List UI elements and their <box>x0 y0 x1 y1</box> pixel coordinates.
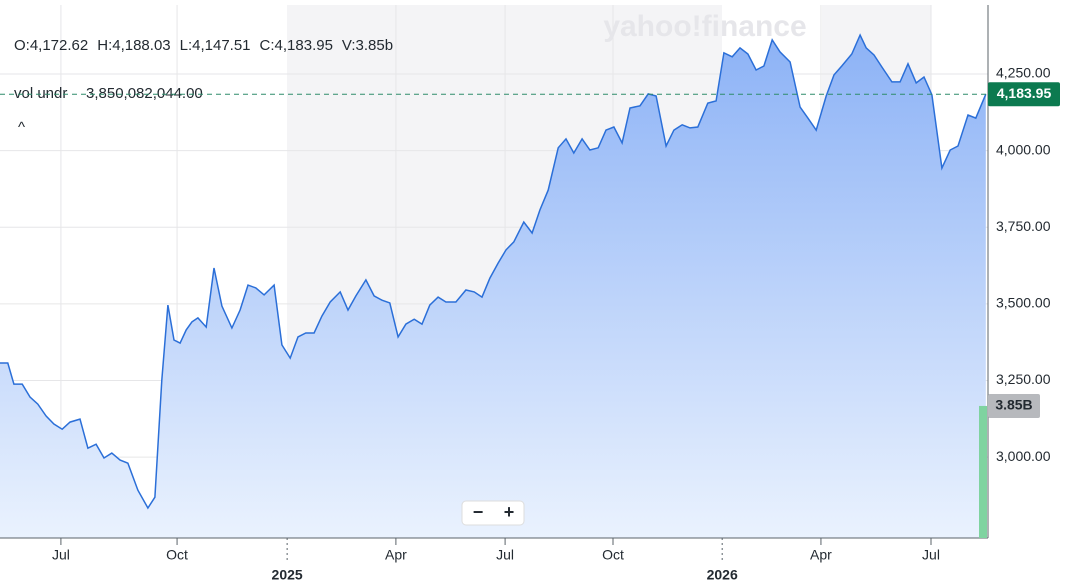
ohlc-value: L:4,147.51 <box>180 37 251 54</box>
zoom-controls <box>461 500 525 526</box>
volume-caption: vol undr <box>14 85 67 102</box>
y-tick-label: 3,000.00 <box>996 448 1051 464</box>
volume-badge-label: 3.85B <box>995 397 1032 413</box>
collapse-toggle[interactable]: ^ <box>18 119 25 136</box>
x-tick-label: 2026 <box>707 567 738 583</box>
x-tick-label: Apr <box>385 547 407 563</box>
x-tick-label: Jul <box>496 547 514 563</box>
price-line <box>0 33 987 510</box>
volume-bar <box>979 405 987 538</box>
y-tick-label: 3,250.00 <box>996 371 1051 387</box>
x-tick-label: 2025 <box>272 567 303 583</box>
x-tick-label: Apr <box>810 547 832 563</box>
watermark: yahoo!finance <box>603 10 806 43</box>
volume-badge <box>988 393 1040 418</box>
x-tick-label: Oct <box>602 547 624 563</box>
ohlc-value: H:4,188.03 <box>97 37 170 54</box>
x-tick-label: Jul <box>922 547 940 563</box>
x-tick-label: Oct <box>166 547 188 563</box>
zoom-in[interactable]: + <box>504 502 515 522</box>
last-price-label: 4,183.95 <box>997 85 1052 101</box>
x-tick-label: Jul <box>52 547 70 563</box>
y-tick-label: 3,500.00 <box>996 295 1051 311</box>
y-tick-label: 4,000.00 <box>996 141 1051 157</box>
last-price-badge <box>988 82 1060 107</box>
zoom-out[interactable]: − <box>473 502 484 522</box>
y-tick-label: 3,750.00 <box>996 218 1051 234</box>
y-tick-label: 4,250.00 <box>996 65 1051 81</box>
ohlc-value: V:3.85b <box>342 37 393 54</box>
ohlc-value: O:4,172.62 <box>14 37 88 54</box>
ohlc-value: C:4,183.95 <box>260 37 333 54</box>
area <box>0 35 986 538</box>
volume-text: 3,850,082,044.00 <box>86 85 203 102</box>
